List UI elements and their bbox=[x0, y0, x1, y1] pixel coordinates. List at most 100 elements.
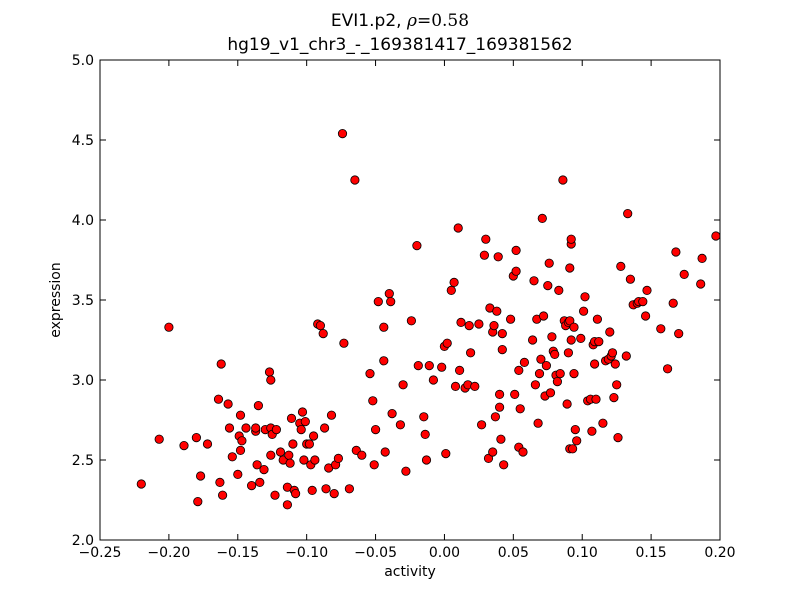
data-point bbox=[196, 471, 206, 481]
data-point bbox=[401, 466, 411, 476]
data-point bbox=[464, 320, 474, 331]
data-point bbox=[565, 316, 575, 326]
data-point bbox=[424, 360, 434, 371]
x-tick-label: 0.05 bbox=[498, 545, 529, 561]
y-axis-label: expression bbox=[48, 262, 64, 338]
data-point bbox=[247, 480, 257, 491]
data-point bbox=[612, 380, 622, 390]
data-point bbox=[406, 316, 416, 326]
data-point bbox=[218, 490, 228, 500]
data-point bbox=[224, 423, 235, 433]
data-point bbox=[555, 368, 565, 379]
data-point bbox=[308, 431, 319, 441]
data-point bbox=[437, 362, 447, 372]
data-point bbox=[454, 365, 465, 375]
rho-value: =0.58 bbox=[416, 11, 470, 31]
data-point bbox=[711, 231, 721, 241]
data-point bbox=[609, 392, 619, 403]
data-point bbox=[488, 447, 498, 457]
data-point bbox=[398, 380, 408, 390]
data-point bbox=[671, 247, 681, 257]
data-point bbox=[492, 306, 502, 316]
data-point bbox=[333, 453, 343, 463]
data-point bbox=[662, 364, 673, 374]
data-point bbox=[266, 375, 276, 385]
data-point bbox=[640, 311, 651, 321]
data-point bbox=[489, 320, 499, 331]
data-point bbox=[321, 484, 331, 494]
data-point bbox=[562, 399, 572, 409]
data-point bbox=[441, 448, 451, 459]
data-point bbox=[379, 356, 389, 366]
data-point bbox=[237, 436, 247, 446]
data-point bbox=[668, 298, 678, 308]
data-point bbox=[216, 359, 226, 369]
data-point bbox=[511, 266, 521, 276]
data-point bbox=[136, 479, 146, 489]
data-point bbox=[419, 412, 429, 422]
data-point bbox=[253, 400, 263, 411]
data-point bbox=[476, 420, 487, 430]
y-tick-label: 4.0 bbox=[72, 213, 94, 229]
data-point bbox=[607, 348, 618, 358]
y-tick-label: 4.5 bbox=[72, 133, 94, 149]
data-point bbox=[164, 322, 174, 332]
data-point bbox=[514, 365, 524, 375]
y-tick-label: 3.0 bbox=[72, 373, 94, 389]
data-point bbox=[290, 488, 301, 499]
data-point bbox=[496, 434, 506, 444]
data-point bbox=[275, 447, 286, 457]
data-point bbox=[679, 269, 689, 279]
data-point bbox=[674, 328, 684, 339]
data-point bbox=[300, 416, 310, 427]
data-point bbox=[284, 450, 294, 460]
data-point bbox=[223, 399, 233, 409]
data-point bbox=[490, 412, 500, 422]
data-point bbox=[421, 455, 432, 465]
data-point bbox=[235, 410, 246, 420]
chart-subtitle: hg19_v1_chr3_-_169381417_169381562 bbox=[227, 35, 573, 55]
chart-title: EVI1.p2, ρ=0.58 bbox=[0, 11, 800, 31]
data-point bbox=[344, 484, 354, 494]
data-point bbox=[565, 263, 575, 273]
data-point bbox=[450, 381, 461, 391]
y-tick-label: 5.0 bbox=[72, 53, 94, 69]
ticks-layer: −0.25 −0.20 −0.15 −0.10 −0.05 0.00 0.05 0.10 0.1… bbox=[72, 53, 736, 561]
x-axis-label: activity bbox=[384, 564, 436, 580]
data-point bbox=[270, 490, 280, 500]
data-point bbox=[580, 292, 590, 302]
data-point bbox=[592, 314, 603, 324]
data-point bbox=[453, 223, 463, 233]
data-point bbox=[505, 314, 516, 324]
data-point bbox=[510, 389, 520, 399]
data-point bbox=[264, 367, 275, 377]
data-point bbox=[550, 349, 560, 359]
data-point bbox=[563, 348, 574, 358]
data-point bbox=[357, 450, 367, 460]
data-point bbox=[193, 496, 203, 507]
data-point bbox=[554, 285, 564, 295]
data-point bbox=[179, 440, 189, 451]
data-point bbox=[589, 359, 600, 369]
x-tick-label: −0.15 bbox=[216, 545, 259, 561]
data-point bbox=[252, 460, 262, 470]
data-point bbox=[537, 213, 547, 223]
data-point bbox=[566, 335, 576, 345]
data-point bbox=[613, 432, 623, 443]
data-point bbox=[297, 407, 308, 417]
data-point bbox=[233, 469, 243, 479]
data-point bbox=[697, 253, 707, 263]
points-layer bbox=[136, 129, 721, 510]
data-point bbox=[605, 327, 615, 337]
data-point bbox=[527, 335, 538, 345]
data-point bbox=[456, 317, 466, 327]
x-tick-label: −0.25 bbox=[79, 545, 122, 561]
data-point bbox=[569, 322, 579, 332]
x-tick-label: 0.00 bbox=[429, 545, 460, 561]
y-tick-label: 2.5 bbox=[72, 453, 94, 469]
data-point bbox=[545, 388, 556, 398]
x-tick-label: −0.20 bbox=[147, 545, 190, 561]
data-point bbox=[474, 319, 484, 329]
data-point bbox=[481, 234, 491, 244]
